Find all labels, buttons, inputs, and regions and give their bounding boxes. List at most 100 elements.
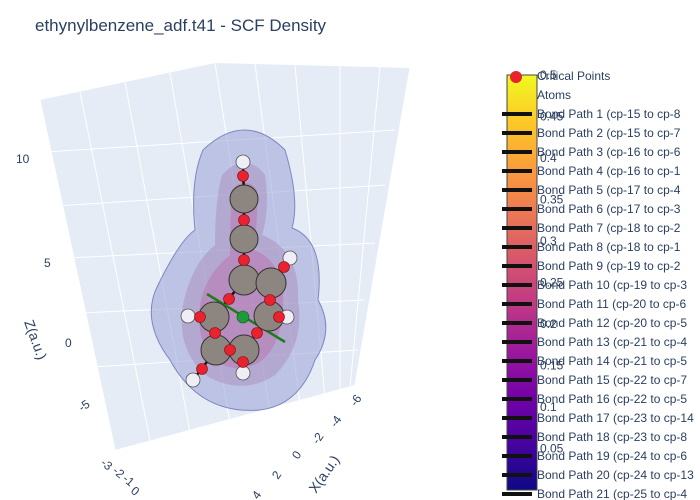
legend-item-label: Bond Path 3 (cp-16 to cp-6 [537, 145, 681, 159]
legend-item[interactable]: Bond Path 7 (cp-18 to cp-2 [502, 221, 681, 235]
colorbar-tick-label: 0.3 [540, 234, 557, 248]
atom-carbon [255, 267, 287, 299]
svg-text:-5: -5 [76, 397, 93, 415]
colorbar [506, 74, 538, 491]
legend-item-label: Atoms [537, 88, 571, 102]
atom-carbon [228, 264, 260, 296]
legend-item[interactable]: Bond Path 8 (cp-18 to cp-1 [502, 240, 681, 254]
svg-text:-4: -4 [327, 413, 345, 430]
legend-item-label: Bond Path 7 (cp-18 to cp-2 [537, 221, 681, 235]
legend-item-label: Bond Path 2 (cp-15 to cp-7 [537, 126, 681, 140]
critical-point [209, 327, 221, 339]
legend-item[interactable]: Bond Path 18 (cp-23 to cp-8 [502, 430, 687, 444]
atom-hydrogen [235, 154, 251, 170]
green-critical-point [236, 310, 250, 324]
legend-item[interactable]: Critical Points [510, 69, 610, 83]
legend-item-label: Bond Path 6 (cp-17 to cp-3 [537, 202, 681, 216]
colorbar-tick-label: 0.15 [540, 359, 564, 373]
legend-item[interactable]: Bond Path 13 (cp-21 to cp-4 [502, 335, 687, 349]
atom-hydrogen [282, 250, 298, 266]
colorbar-tick-label: 0.35 [540, 193, 564, 207]
legend-item[interactable]: Bond Path 5 (cp-17 to cp-4 [502, 183, 681, 197]
atom-carbon [229, 184, 259, 214]
atom-carbon [229, 224, 259, 254]
legend-item-label: Bond Path 1 (cp-15 to cp-8 [537, 107, 681, 121]
critical-point-legend-icon [510, 71, 522, 83]
colorbar-tick-label: 0.5 [540, 68, 557, 82]
critical-point [238, 254, 250, 266]
legend-item[interactable]: Atoms [537, 88, 571, 102]
colorbar-tick-label: 0.1 [540, 400, 557, 414]
legend-item[interactable]: Bond Path 4 (cp-16 to cp-1 [502, 164, 681, 178]
z-axis-title: Z(a.u.) [21, 318, 50, 362]
svg-text:-2: -2 [309, 430, 327, 447]
colorbar-ticks: 0.5 0.45 0.4 0.35 0.3 0.25 0.2 0.15 0.1 0.05 [540, 68, 564, 456]
legend-item[interactable]: Bond Path 12 (cp-20 to cp-5 [502, 316, 687, 330]
critical-point [237, 356, 249, 368]
legend-item[interactable]: Bond Path 21 (cp-25 to cp-4 [502, 487, 687, 500]
svg-text:0: 0 [65, 336, 72, 350]
critical-point [237, 170, 249, 182]
svg-text:0: 0 [289, 448, 304, 462]
x-axis-title: X(a.u.) [305, 452, 342, 496]
legend-item[interactable]: Bond Path 14 (cp-21 to cp-5 [502, 354, 687, 368]
legend-item-label: Bond Path 9 (cp-19 to cp-2 [537, 259, 681, 273]
legend-item[interactable]: Bond Path 1 (cp-15 to cp-8 [502, 107, 681, 121]
legend-item[interactable]: Bond Path 20 (cp-24 to cp-13 [502, 468, 694, 482]
critical-point [278, 261, 290, 273]
critical-points [194, 170, 290, 375]
critical-point [238, 214, 250, 226]
legend-item-label: Bond Path 10 (cp-19 to cp-3 [537, 278, 687, 292]
legend-item[interactable]: Bond Path 10 (cp-19 to cp-3 [502, 278, 687, 292]
legend-item[interactable]: Bond Path 19 (cp-24 to cp-6 [502, 449, 687, 463]
colorbar-tick-label: 0.2 [540, 317, 557, 331]
legend-item-label: Bond Path 8 (cp-18 to cp-1 [537, 240, 681, 254]
colorbar-tick-label: 0.45 [540, 110, 564, 124]
legend-item[interactable]: Bond Path 6 (cp-17 to cp-3 [502, 202, 681, 216]
critical-point [194, 311, 206, 323]
svg-text:10: 10 [16, 152, 30, 166]
legend-item-label: Bond Path 20 (cp-24 to cp-13 [537, 468, 694, 482]
svg-text:5: 5 [44, 256, 51, 270]
svg-text:2: 2 [269, 468, 284, 482]
y-axis-ticks: -3 -2 -1 0 [98, 456, 142, 499]
atom-hydrogen [185, 372, 201, 388]
legend-item[interactable]: Bond Path 15 (cp-22 to cp-7 [502, 373, 687, 387]
legend-item[interactable]: Bond Path 11 (cp-20 to cp-6 [502, 297, 687, 311]
colorbar-tick-label: 0.4 [540, 151, 557, 165]
legend-item-label: Critical Points [537, 69, 610, 83]
legend[interactable]: Critical Points Atoms Bond Path 1 (cp-15 t… [502, 69, 694, 500]
colorbar-tick-label: 0.25 [540, 276, 564, 290]
plot-title: ethynylbenzene_adf.t41 - SCF Density [35, 16, 327, 35]
legend-item-label: Bond Path 17 (cp-23 to cp-14 [537, 411, 694, 425]
legend-item-label: Bond Path 5 (cp-17 to cp-4 [537, 183, 681, 197]
legend-item[interactable]: Bond Path 9 (cp-19 to cp-2 [502, 259, 681, 273]
legend-item[interactable]: Bond Path 2 (cp-15 to cp-7 [502, 126, 681, 140]
critical-point [264, 294, 276, 306]
critical-point [224, 344, 236, 356]
atoms [180, 154, 298, 388]
legend-item-label: Bond Path 11 (cp-20 to cp-6 [537, 297, 687, 311]
legend-item[interactable]: Bond Path 16 (cp-22 to cp-5 [502, 392, 687, 406]
critical-point [196, 363, 208, 375]
svg-text:4: 4 [249, 488, 264, 500]
legend-item-label: Bond Path 15 (cp-22 to cp-7 [537, 373, 687, 387]
critical-point [223, 293, 235, 305]
legend-item-label: Bond Path 12 (cp-20 to cp-5 [537, 316, 687, 330]
atom-hydrogen [235, 365, 251, 381]
critical-point [273, 311, 285, 323]
legend-item[interactable]: Bond Path 3 (cp-16 to cp-6 [502, 145, 681, 159]
legend-item-label: Bond Path 4 (cp-16 to cp-1 [537, 164, 681, 178]
z-axis-ticks: 10 5 0 -5 [16, 152, 93, 414]
legend-item-label: Bond Path 18 (cp-23 to cp-8 [537, 430, 687, 444]
atom-hydrogen [180, 308, 196, 324]
legend-item-label: Bond Path 16 (cp-22 to cp-5 [537, 392, 687, 406]
colorbar-tick-label: 0.05 [540, 442, 564, 456]
legend-item-label: Bond Path 19 (cp-24 to cp-6 [537, 449, 687, 463]
legend-item[interactable]: Bond Path 17 (cp-23 to cp-14 [502, 411, 694, 425]
legend-item-label: Bond Path 14 (cp-21 to cp-5 [537, 354, 687, 368]
legend-item-label: Bond Path 13 (cp-21 to cp-4 [537, 335, 687, 349]
legend-item-label: Bond Path 21 (cp-25 to cp-4 [537, 487, 687, 500]
critical-point [251, 327, 263, 339]
